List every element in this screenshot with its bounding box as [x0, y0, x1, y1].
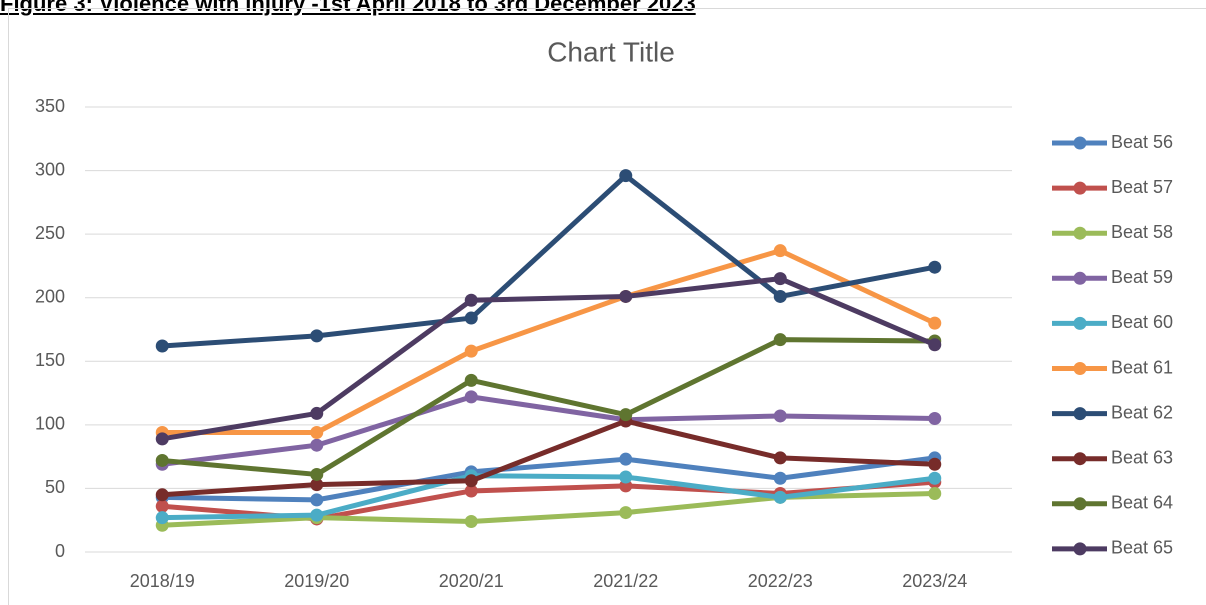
x-tick-label: 2023/24 — [902, 571, 967, 591]
data-point — [310, 478, 324, 492]
data-point — [310, 467, 324, 481]
data-point — [310, 508, 324, 522]
data-point — [928, 260, 942, 274]
data-point — [773, 289, 787, 303]
y-tick-label: 200 — [35, 286, 65, 306]
y-tick-label: 50 — [45, 477, 65, 497]
data-point — [773, 490, 787, 504]
data-point — [464, 373, 478, 387]
legend-label: Beat 57 — [1111, 177, 1173, 197]
legend-label: Beat 59 — [1111, 267, 1173, 287]
data-point — [464, 293, 478, 307]
data-point — [928, 487, 942, 501]
data-point — [619, 289, 633, 303]
chart-border — [8, 8, 1206, 605]
series-line — [162, 248, 936, 435]
data-point — [464, 344, 478, 358]
data-point — [928, 412, 942, 425]
data-point — [155, 432, 169, 446]
data-point — [619, 452, 633, 466]
legend-label: Beat 62 — [1111, 402, 1173, 422]
y-tick-label: 350 — [35, 96, 65, 116]
data-point — [619, 470, 633, 484]
x-tick-label: 2018/19 — [130, 571, 195, 591]
x-tick-label: 2021/22 — [593, 571, 658, 591]
y-tick-label: 100 — [35, 414, 65, 434]
legend-marker — [1073, 497, 1087, 511]
series-line — [161, 276, 936, 442]
legend-marker — [1073, 316, 1087, 330]
legend-marker — [1073, 271, 1087, 285]
y-tick-label: 150 — [35, 350, 65, 370]
legend-marker — [1073, 226, 1087, 240]
data-point — [464, 484, 478, 498]
data-point — [310, 406, 324, 420]
legend-label: Beat 56 — [1111, 132, 1173, 152]
data-point — [464, 514, 478, 528]
series-line — [162, 337, 935, 477]
y-tick-label: 250 — [35, 223, 65, 243]
data-point — [310, 493, 324, 507]
data-point — [464, 311, 478, 325]
legend-label: Beat 60 — [1111, 312, 1173, 332]
y-tick-label: 300 — [35, 159, 65, 179]
data-point — [619, 169, 633, 183]
data-point — [464, 474, 478, 488]
legend-marker — [1073, 362, 1087, 375]
data-point — [928, 338, 942, 352]
series-line — [161, 394, 935, 467]
legend-label: Beat 63 — [1111, 447, 1173, 467]
series-line — [162, 418, 935, 498]
data-point — [155, 499, 169, 513]
legend-marker — [1073, 452, 1087, 466]
data-point — [928, 471, 942, 485]
legend-label: Beat 61 — [1111, 357, 1173, 377]
series-line — [162, 455, 936, 503]
data-point — [619, 408, 633, 422]
data-point — [310, 438, 324, 452]
data-point — [310, 425, 324, 439]
legend-marker — [1073, 136, 1087, 150]
data-point — [773, 244, 787, 258]
legend-label: Beat 58 — [1111, 222, 1173, 242]
data-point — [773, 471, 787, 485]
series-line — [162, 473, 936, 521]
x-tick-label: 2020/21 — [439, 571, 504, 591]
data-point — [619, 479, 633, 493]
data-point — [155, 511, 169, 525]
legend-marker — [1073, 542, 1087, 556]
data-point — [773, 272, 787, 286]
data-point — [464, 390, 478, 404]
data-point — [155, 488, 169, 502]
legend-marker — [1073, 407, 1087, 421]
data-point — [310, 329, 324, 343]
legend-label: Beat 64 — [1111, 493, 1173, 513]
y-tick-label: 0 — [55, 541, 65, 561]
data-point — [773, 409, 787, 423]
legend-marker — [1073, 181, 1087, 195]
data-point — [773, 333, 787, 347]
x-tick-label: 2019/20 — [284, 571, 349, 591]
data-point — [928, 457, 942, 471]
data-point — [155, 339, 169, 353]
data-point — [928, 316, 942, 330]
legend-label: Beat 65 — [1111, 538, 1173, 558]
series-line — [162, 173, 936, 349]
x-tick-label: 2022/23 — [748, 571, 813, 591]
data-point — [773, 451, 787, 465]
series-line — [162, 491, 935, 528]
data-point — [155, 453, 169, 467]
data-point — [619, 506, 633, 520]
chart-title: Chart Title — [547, 36, 675, 67]
